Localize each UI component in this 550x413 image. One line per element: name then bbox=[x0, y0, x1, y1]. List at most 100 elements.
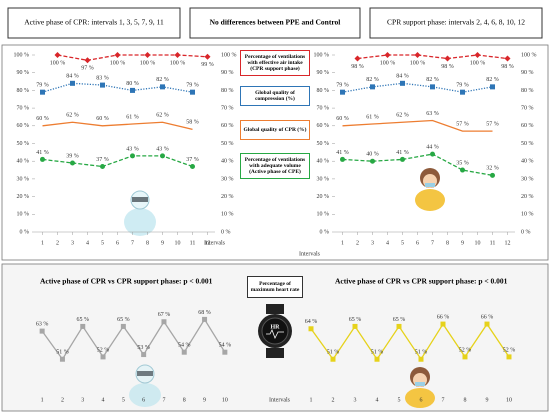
x-tick-label: 8 bbox=[464, 397, 467, 403]
annotation-box: Percentage of maximum heart rate bbox=[247, 276, 303, 298]
y-tick-label: 0 % bbox=[521, 229, 531, 235]
chart-title: Active phase of CPR vs CPR support phase… bbox=[40, 277, 213, 286]
data-label: 79 % bbox=[456, 83, 469, 89]
x-axis-label: Intervals bbox=[299, 251, 321, 257]
point bbox=[330, 356, 336, 362]
watch-icon: HR bbox=[258, 304, 292, 358]
x-tick-label: 1 bbox=[41, 240, 44, 246]
data-label: 37 % bbox=[186, 157, 199, 163]
point bbox=[222, 349, 228, 355]
x-tick-label: 6 bbox=[116, 240, 119, 246]
chart-title: Active phase of CPR vs CPR support phase… bbox=[335, 277, 508, 286]
y-tick-label: 30 % bbox=[521, 176, 534, 182]
y-tick-label: 20 % bbox=[317, 194, 330, 200]
x-tick-label: 6 bbox=[420, 397, 423, 403]
data-label: 35 % bbox=[456, 160, 469, 166]
annotation-text: Percentage of maximum heart rate bbox=[247, 276, 303, 298]
data-label: 64 % bbox=[305, 319, 318, 325]
x-tick-label: 11 bbox=[190, 240, 196, 246]
point bbox=[396, 323, 402, 329]
y-tick-label: 70 % bbox=[221, 105, 234, 111]
point bbox=[504, 55, 511, 62]
series-line bbox=[42, 155, 193, 168]
x-tick-label: 3 bbox=[71, 240, 74, 246]
point bbox=[440, 321, 446, 327]
point bbox=[484, 321, 490, 327]
x-tick-label: 7 bbox=[442, 397, 445, 403]
data-label: 84 % bbox=[66, 74, 79, 80]
data-label: 51 % bbox=[56, 350, 69, 356]
data-label: 54 % bbox=[178, 343, 191, 349]
point bbox=[370, 158, 375, 164]
point bbox=[80, 323, 86, 329]
y-tick-label: 30 % bbox=[221, 176, 234, 182]
point bbox=[414, 52, 421, 58]
annotation-text: Percentage of ventilations with adequate… bbox=[240, 153, 310, 179]
x-tick-label: 6 bbox=[142, 397, 145, 403]
data-label: 43 % bbox=[156, 146, 169, 152]
data-label: 60 % bbox=[36, 116, 49, 122]
data-label: 57 % bbox=[456, 121, 469, 127]
x-tick-label: 11 bbox=[490, 240, 496, 246]
y-tick-label: 10 % bbox=[317, 212, 330, 218]
header-box bbox=[7, 7, 181, 39]
data-label: 79 % bbox=[36, 83, 49, 89]
data-label: 60 % bbox=[96, 116, 109, 122]
series-line bbox=[42, 82, 193, 93]
x-tick-label: 5 bbox=[101, 240, 104, 246]
x-tick-label: 6 bbox=[416, 240, 419, 246]
top-frame bbox=[1, 44, 549, 261]
y-tick-label: 10 % bbox=[17, 212, 30, 218]
y-tick-label: 60 % bbox=[17, 123, 30, 129]
y-tick-label: 90 % bbox=[317, 70, 330, 76]
y-tick-label: 60 % bbox=[521, 123, 534, 129]
y-tick-label: 50 % bbox=[317, 141, 330, 147]
y-tick-label: 10 % bbox=[221, 212, 234, 218]
data-label: 61 % bbox=[366, 114, 379, 120]
x-tick-label: 10 bbox=[475, 240, 481, 246]
data-label: 60 % bbox=[336, 116, 349, 122]
y-tick-label: 60 % bbox=[221, 123, 234, 129]
point bbox=[374, 356, 380, 362]
x-tick-label: 5 bbox=[398, 397, 401, 403]
x-axis-label: Intervals bbox=[204, 240, 226, 246]
y-tick-label: 30 % bbox=[317, 176, 330, 182]
y-tick-label: 40 % bbox=[521, 159, 534, 165]
y-tick-label: 80 % bbox=[521, 88, 534, 94]
x-tick-label: 3 bbox=[354, 397, 357, 403]
data-label: 41 % bbox=[396, 150, 409, 156]
y-tick-label: 20 % bbox=[17, 194, 30, 200]
data-label: 52 % bbox=[503, 347, 516, 353]
point bbox=[39, 328, 45, 334]
y-tick-label: 90 % bbox=[221, 70, 234, 76]
x-tick-label: 2 bbox=[356, 240, 359, 246]
annotation-box: Percentage of ventilations with adequate… bbox=[240, 153, 310, 179]
y-tick-label: 0 % bbox=[221, 229, 231, 235]
data-label: 62 % bbox=[396, 113, 409, 119]
data-label: 79 % bbox=[336, 83, 349, 89]
point bbox=[418, 356, 424, 362]
x-tick-label: 8 bbox=[183, 397, 186, 403]
x-tick-label: 2 bbox=[332, 397, 335, 403]
annotation-box: Global quality of CPR (%) bbox=[240, 120, 310, 140]
point bbox=[130, 153, 135, 159]
data-label: 100 % bbox=[410, 60, 426, 66]
series-line bbox=[342, 119, 493, 132]
point bbox=[204, 53, 211, 60]
x-tick-label: 3 bbox=[371, 240, 374, 246]
y-tick-label: 80 % bbox=[17, 88, 30, 94]
y-tick-label: 50 % bbox=[521, 141, 534, 147]
data-label: 99 % bbox=[201, 62, 214, 68]
series-line bbox=[57, 54, 208, 61]
y-tick-label: 70 % bbox=[17, 105, 30, 111]
series-line bbox=[342, 82, 493, 93]
header-center: No differences between PPE and Control bbox=[210, 18, 341, 27]
y-tick-label: 50 % bbox=[17, 141, 30, 147]
series-line bbox=[41, 318, 226, 361]
point bbox=[54, 52, 61, 58]
data-label: 98 % bbox=[441, 64, 454, 70]
svg-text:HR: HR bbox=[271, 324, 281, 330]
x-tick-label: 8 bbox=[146, 240, 149, 246]
header-right: CPR support phase: intervals 2, 4, 6, 8,… bbox=[387, 18, 525, 27]
